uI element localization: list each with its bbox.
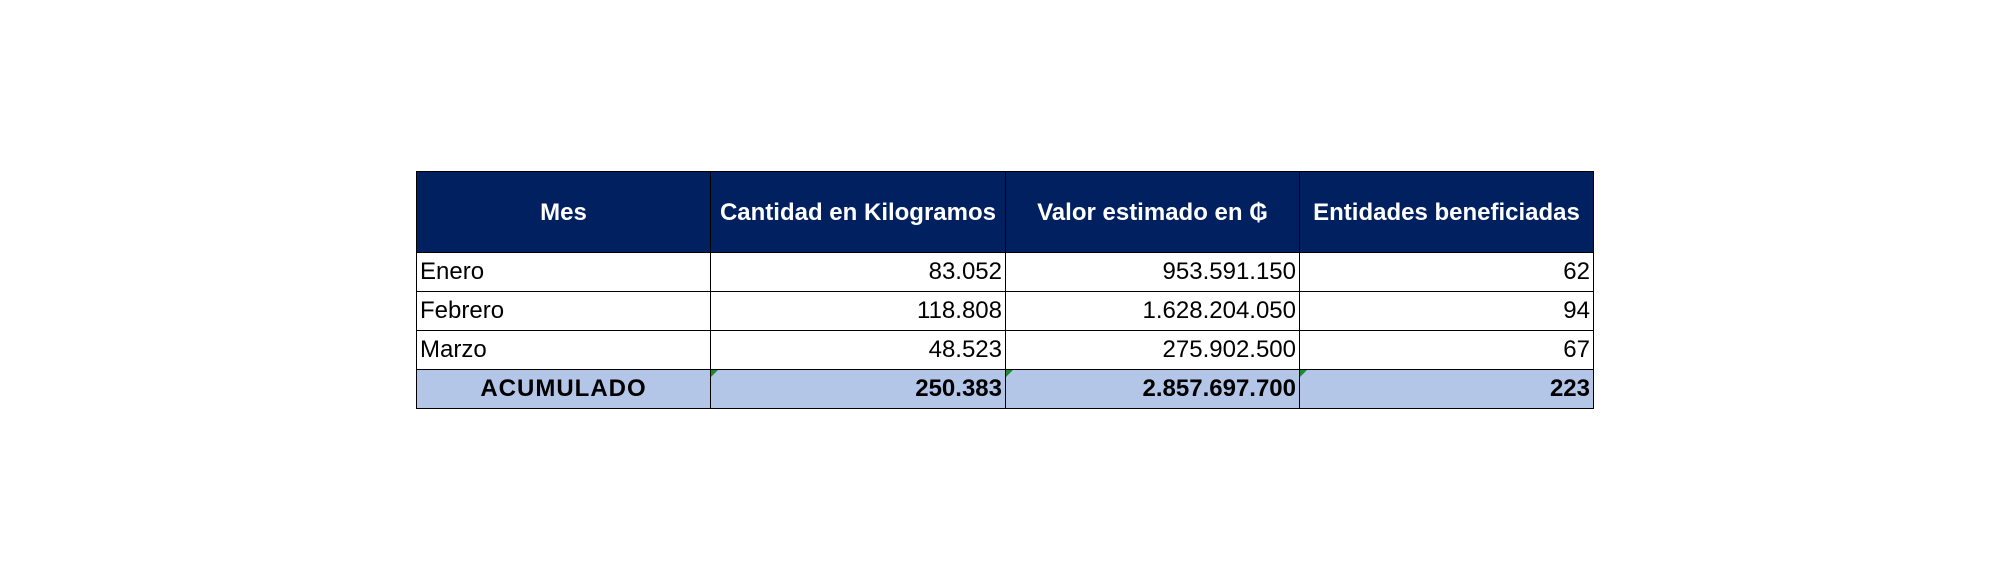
cell-valor: 1.628.204.050	[1005, 291, 1300, 331]
cell-valor: 275.902.500	[1005, 330, 1300, 370]
total-row: ACUMULADO 250.383 2.857.697.700 223	[416, 369, 1594, 409]
table-row: Febrero 118.808 1.628.204.050 94	[416, 291, 1594, 331]
cell-entidades: 67	[1299, 330, 1594, 370]
cell-mes: Enero	[416, 252, 711, 292]
header-entidades: Entidades beneficiadas	[1299, 171, 1594, 253]
total-label: ACUMULADO	[416, 369, 711, 409]
summary-table: Mes Cantidad en Kilogramos Valor estimad…	[416, 171, 1594, 409]
cell-kg: 83.052	[710, 252, 1006, 292]
summary-table-container: Mes Cantidad en Kilogramos Valor estimad…	[416, 171, 1594, 409]
cell-mes: Febrero	[416, 291, 711, 331]
total-kg: 250.383	[710, 369, 1006, 409]
total-entidades-value: 223	[1549, 375, 1590, 402]
cell-entidades: 62	[1299, 252, 1594, 292]
header-cantidad: Cantidad en Kilogramos	[710, 171, 1006, 253]
cell-kg: 48.523	[710, 330, 1006, 370]
total-entidades: 223	[1299, 369, 1594, 409]
total-valor: 2.857.697.700	[1005, 369, 1300, 409]
total-kg-value: 250.383	[915, 375, 1002, 402]
table-row: Marzo 48.523 275.902.500 67	[416, 330, 1594, 370]
header-row: Mes Cantidad en Kilogramos Valor estimad…	[416, 171, 1594, 253]
formula-indicator-icon	[1300, 370, 1307, 377]
header-valor: Valor estimado en ₲	[1005, 171, 1300, 253]
cell-entidades: 94	[1299, 291, 1594, 331]
total-valor-value: 2.857.697.700	[1142, 375, 1296, 402]
formula-indicator-icon	[711, 370, 718, 377]
header-mes: Mes	[416, 171, 711, 253]
cell-valor: 953.591.150	[1005, 252, 1300, 292]
formula-indicator-icon	[1006, 370, 1013, 377]
cell-mes: Marzo	[416, 330, 711, 370]
cell-kg: 118.808	[710, 291, 1006, 331]
table-row: Enero 83.052 953.591.150 62	[416, 252, 1594, 292]
